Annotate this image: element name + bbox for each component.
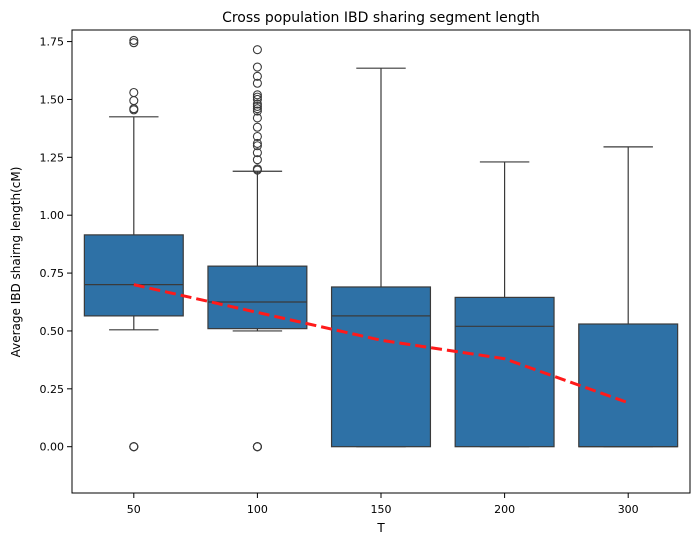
outlier-point — [252, 94, 262, 104]
x-tick-label: 300 — [618, 503, 639, 516]
y-axis-label: Average IBD shairng length(cM) — [9, 167, 23, 358]
box-iqr — [207, 265, 308, 330]
outlier-point — [129, 96, 139, 106]
outlier-point — [252, 442, 262, 452]
x-tick-label: 100 — [247, 503, 268, 516]
outlier-point — [252, 90, 262, 100]
y-tick-label: 0.25 — [40, 383, 65, 396]
y-tick-label: 1.25 — [40, 151, 65, 164]
trend-line — [133, 283, 629, 405]
box-iqr — [83, 234, 184, 317]
box-iqr — [330, 286, 432, 448]
chart-title: Cross population IBD sharing segment len… — [222, 10, 540, 26]
outlier-point — [129, 442, 139, 452]
y-tick-label: 0.50 — [40, 325, 65, 338]
x-tick-label: 50 — [127, 503, 141, 516]
y-tick-label: 0.00 — [40, 441, 65, 454]
outlier-point — [252, 122, 262, 132]
box-iqr — [454, 296, 555, 448]
outlier-point — [252, 104, 262, 114]
outlier-point — [129, 38, 139, 48]
x-axis-label: T — [376, 521, 385, 535]
outlier-point — [252, 71, 262, 81]
outlier-point — [252, 92, 262, 102]
outlier-point — [252, 62, 262, 72]
outlier-point — [252, 99, 262, 109]
outlier-point — [129, 87, 139, 98]
outlier-point — [252, 164, 262, 174]
outlier-point — [252, 131, 262, 142]
x-tick-label: 200 — [494, 503, 515, 516]
outlier-point — [252, 106, 262, 116]
box-group-200 — [454, 161, 555, 448]
plot-area — [83, 35, 679, 452]
y-tick-label: 1.00 — [40, 209, 65, 222]
box-group-50 — [83, 35, 184, 452]
outlier-point — [252, 148, 262, 158]
outlier-point — [252, 155, 262, 165]
box-group-100 — [207, 45, 308, 452]
y-tick-label: 1.50 — [40, 93, 65, 106]
outlier-point — [252, 138, 262, 148]
x-tick-label: 150 — [371, 503, 392, 516]
outlier-point — [252, 113, 262, 123]
outlier-point — [252, 101, 262, 111]
outlier-point — [252, 45, 262, 55]
box-group-150 — [330, 67, 432, 448]
box-group-300 — [578, 146, 679, 448]
outlier-point — [252, 141, 262, 151]
outlier-point — [252, 78, 262, 88]
y-tick-label: 1.75 — [40, 36, 65, 49]
outlier-point — [129, 35, 139, 45]
y-tick-label: 0.75 — [40, 267, 65, 280]
axes: 0.00 0.25 0.50 0.75 1.00 1.25 1.50 1.75 50 100 150… — [40, 29, 691, 516]
box-iqr — [578, 323, 679, 448]
